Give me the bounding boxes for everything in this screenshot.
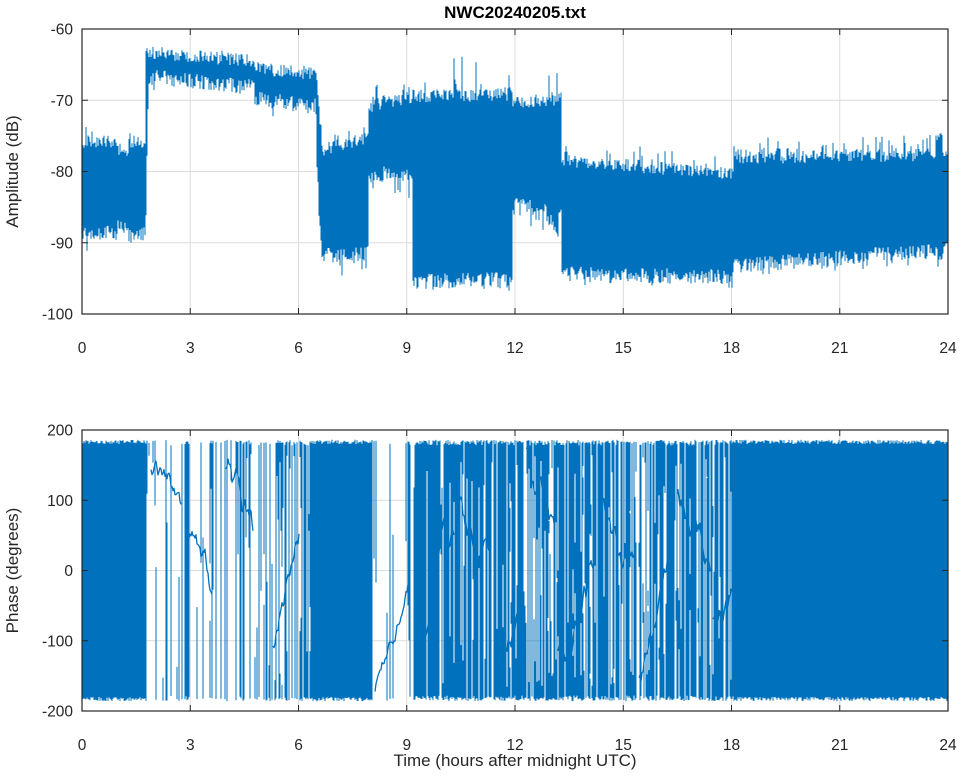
axes-box bbox=[81, 28, 949, 315]
y-tick-label: 100 bbox=[47, 493, 73, 510]
y-tick-label: 0 bbox=[64, 563, 73, 580]
phase-signal-trace bbox=[81, 439, 949, 702]
x-tick-label: 3 bbox=[186, 737, 195, 754]
axes-box bbox=[81, 429, 949, 712]
x-tick-label: 24 bbox=[939, 340, 957, 357]
x-tick-label: 15 bbox=[615, 340, 632, 357]
y-tick-label: 200 bbox=[47, 423, 73, 440]
time-x-axis-label: Time (hours after midnight UTC) bbox=[393, 751, 636, 770]
x-tick-label: 9 bbox=[402, 737, 411, 754]
y-tick-label: -100 bbox=[42, 633, 73, 650]
y-tick-label: -60 bbox=[51, 22, 74, 39]
x-tick-label: 18 bbox=[723, 737, 740, 754]
x-tick-label: 21 bbox=[831, 737, 848, 754]
x-tick-label: 21 bbox=[831, 340, 848, 357]
phase-subplot: 0 3 6 9 12 15 18 21 24 -200 -100 0 100 200 bbox=[42, 423, 957, 755]
y-tick-label: -90 bbox=[51, 235, 74, 252]
y-tick-label: -80 bbox=[51, 164, 74, 181]
amplitude-y-axis-label: Amplitude (dB) bbox=[3, 115, 22, 227]
figure-title: NWC20240205.txt bbox=[444, 3, 586, 22]
x-tick-label: 18 bbox=[723, 340, 740, 357]
x-tick-label: 6 bbox=[294, 340, 303, 357]
x-tick-label: 12 bbox=[506, 737, 523, 754]
x-tick-label: 15 bbox=[615, 737, 632, 754]
amplitude-subplot: 0 3 6 9 12 15 18 21 24 -100 -90 -80 -70 -60 bbox=[42, 22, 957, 358]
x-tick-label: 0 bbox=[78, 340, 87, 357]
phase-wander-traces bbox=[150, 447, 734, 692]
phase-y-axis-label: Phase (degrees) bbox=[3, 508, 22, 634]
x-tick-label: 0 bbox=[78, 737, 87, 754]
y-tick-label: -200 bbox=[42, 704, 73, 721]
x-tick-label: 6 bbox=[294, 737, 303, 754]
y-tick-label: -100 bbox=[42, 307, 73, 324]
x-tick-label: 3 bbox=[186, 340, 195, 357]
y-tick-label: -70 bbox=[51, 93, 74, 110]
x-tick-label: 9 bbox=[402, 340, 411, 357]
x-tick-label: 12 bbox=[506, 340, 523, 357]
x-tick-label: 24 bbox=[939, 737, 957, 754]
